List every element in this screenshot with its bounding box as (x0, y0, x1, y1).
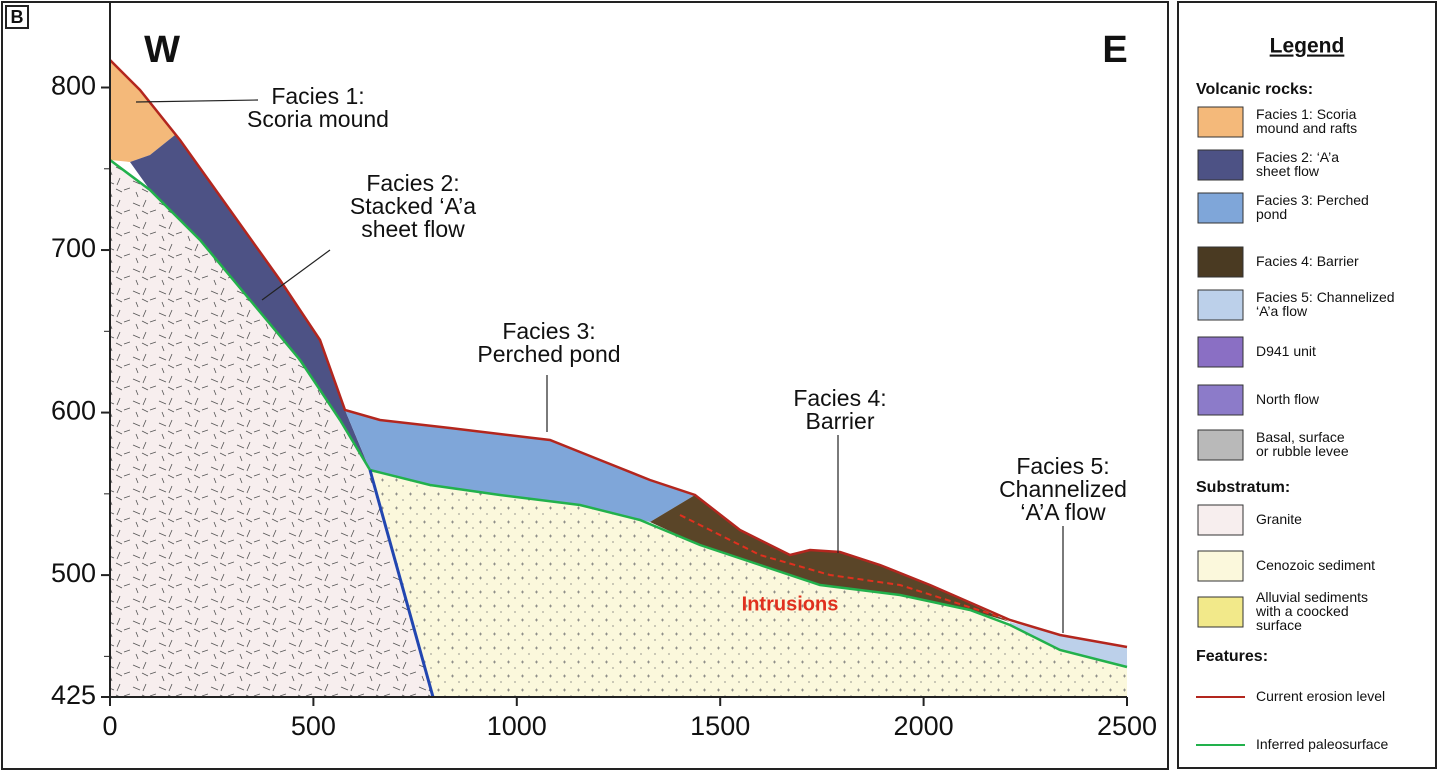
panel-label: B (11, 7, 24, 27)
legend-label: North flow (1256, 391, 1320, 407)
x-tick-label: 1500 (690, 711, 750, 741)
x-tick-label: 1000 (487, 711, 547, 741)
legend-label: Cenozoic sediment (1256, 557, 1375, 573)
legend-label: Current erosion level (1256, 688, 1385, 704)
legend-heading: Features: (1196, 648, 1268, 665)
east-label: E (1102, 29, 1127, 71)
cenozoic-sediment (370, 470, 1127, 697)
legend-title: Legend (1270, 35, 1345, 58)
legend-label-line: surface (1256, 617, 1302, 633)
annotation: Facies 4:Barrier (793, 385, 886, 434)
west-label: W (144, 29, 180, 71)
legend-label-line: Cenozoic sediment (1256, 557, 1375, 573)
x-tick-label: 2000 (894, 711, 954, 741)
section (110, 60, 1127, 697)
legend-label-line: mound and rafts (1256, 120, 1357, 136)
annotation: Intrusions (742, 593, 839, 615)
legend-label-line: pond (1256, 206, 1287, 222)
legend-label-line: D941 unit (1256, 343, 1316, 359)
legend-label-line: Inferred paleosurface (1256, 736, 1389, 752)
y-tick-label: 600 (51, 396, 96, 426)
legend-label-line: or rubble levee (1256, 443, 1349, 459)
annotation: Facies 1:Scoria mound (247, 83, 389, 132)
legend-swatch (1198, 290, 1243, 320)
legend-label-line: Granite (1256, 511, 1302, 527)
legend-label: Inferred paleosurface (1256, 736, 1389, 752)
x-tick-label: 0 (102, 711, 117, 741)
annotation: Facies 3:Perched pond (477, 318, 620, 367)
legend-swatch (1198, 430, 1243, 460)
x-tick-label: 2500 (1097, 711, 1157, 741)
legend-swatch (1198, 551, 1243, 581)
legend-label-line: ‘A’a flow (1256, 303, 1308, 319)
legend-label-line: North flow (1256, 391, 1320, 407)
legend-swatch (1198, 247, 1243, 277)
legend-label: Facies 5: Channelized‘A’a flow (1256, 289, 1395, 319)
y-tick-label: 700 (51, 233, 96, 263)
legend-label: Granite (1256, 511, 1302, 527)
legend-heading: Volcanic rocks: (1196, 81, 1313, 98)
legend-label: D941 unit (1256, 343, 1316, 359)
y-tick-label: 500 (51, 558, 96, 588)
y-tick-label: 800 (51, 71, 96, 101)
legend-label-line: sheet flow (1256, 163, 1320, 179)
legend-swatch (1198, 107, 1243, 137)
legend-swatch (1198, 597, 1243, 627)
legend-swatch (1198, 337, 1243, 367)
legend-heading: Substratum: (1196, 479, 1290, 496)
y-tick-label: 425 (51, 680, 96, 710)
legend-label: Facies 4: Barrier (1256, 253, 1359, 269)
legend-swatch (1198, 385, 1243, 415)
x-tick-label: 500 (291, 711, 336, 741)
legend-label-line: Facies 4: Barrier (1256, 253, 1359, 269)
leader (136, 100, 258, 102)
legend-label-line: Current erosion level (1256, 688, 1385, 704)
legend-swatch (1198, 150, 1243, 180)
legend-swatch (1198, 505, 1243, 535)
legend-swatch (1198, 193, 1243, 223)
figure: B W E Facies 1:Scoria mound Facies 2:Sta… (0, 0, 1440, 771)
annotation: Facies 5:Channelized‘A’A flow (999, 453, 1127, 525)
